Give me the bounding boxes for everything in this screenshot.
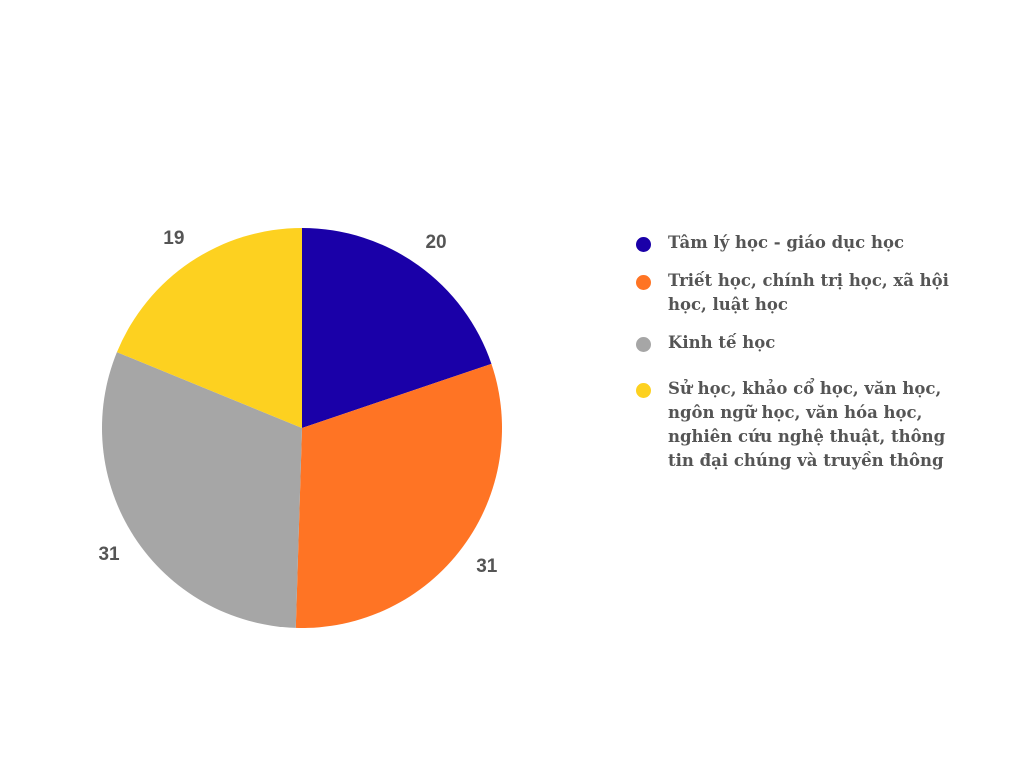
legend-item: Kinh tế học (636, 331, 956, 355)
legend-label: Kinh tế học (668, 333, 776, 352)
legend-label: Triết học, chính trị học, xã hội học, lu… (668, 271, 949, 314)
legend-item: Triết học, chính trị học, xã hội học, lu… (636, 269, 956, 317)
pie-slice (295, 363, 503, 628)
legend-swatch (636, 275, 651, 290)
legend-swatch (636, 337, 651, 352)
legend: Tâm lý học - giáo dục học Triết học, chí… (636, 231, 956, 487)
legend-swatch (636, 383, 651, 398)
legend-label: Sử học, khảo cổ học, văn học, ngôn ngữ h… (668, 379, 946, 470)
data-label: 20 (425, 232, 446, 253)
legend-swatch (636, 237, 651, 252)
data-label: 31 (476, 556, 498, 577)
legend-item: Sử học, khảo cổ học, văn học, ngôn ngữ h… (636, 377, 956, 473)
pie-slice (302, 228, 492, 428)
data-label: 31 (98, 544, 120, 565)
legend-label: Tâm lý học - giáo dục học (668, 233, 905, 252)
pie-slice (116, 228, 302, 428)
legend-item: Tâm lý học - giáo dục học (636, 231, 956, 255)
pie-slice (101, 352, 302, 628)
data-label: 19 (163, 228, 184, 249)
